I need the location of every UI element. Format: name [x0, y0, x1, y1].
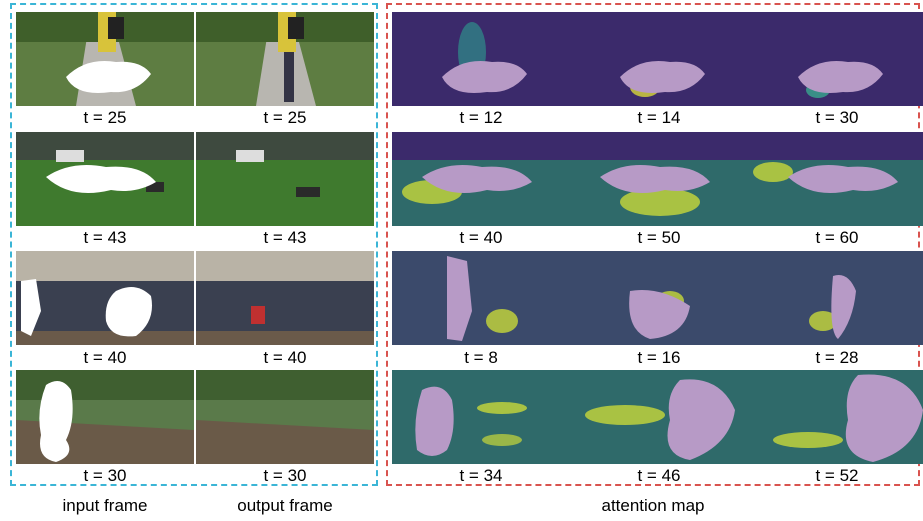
timestamp-label: t = 30	[815, 108, 859, 127]
timestamp-label: t = 43	[83, 228, 127, 247]
attention-map-image	[392, 12, 570, 106]
input-output-panel	[10, 3, 378, 486]
timestamp-label: t = 34	[459, 466, 503, 485]
timestamp-label: t = 60	[815, 228, 859, 247]
output-frame-image	[196, 132, 374, 226]
timestamp-label: t = 40	[459, 228, 503, 247]
output-frame-image	[196, 251, 374, 345]
timestamp-label: t = 28	[815, 348, 859, 367]
timestamp-label: t = 16	[637, 348, 681, 367]
attention-map-panel	[386, 3, 920, 486]
attention-map-image	[570, 12, 748, 106]
timestamp-label: t = 40	[263, 348, 307, 367]
attention-map-image	[748, 370, 923, 464]
attention-map-caption: attention map	[601, 496, 705, 515]
output-frame-image	[196, 370, 374, 464]
timestamp-label: t = 30	[263, 466, 307, 485]
attention-map-image	[748, 132, 923, 226]
timestamp-label: t = 43	[263, 228, 307, 247]
attention-map-image	[570, 370, 748, 464]
attention-map-image	[392, 251, 570, 345]
timestamp-label: t = 14	[637, 108, 681, 127]
timestamp-label: t = 25	[83, 108, 127, 127]
input-frame-image	[16, 132, 194, 226]
output-frame-caption: output frame	[237, 496, 333, 515]
attention-map-image	[392, 132, 570, 226]
timestamp-label: t = 25	[263, 108, 307, 127]
attention-map-image	[392, 370, 570, 464]
input-frame-image	[16, 12, 194, 106]
output-frame-image	[196, 12, 374, 106]
timestamp-label: t = 30	[83, 466, 127, 485]
timestamp-label: t = 50	[637, 228, 681, 247]
input-frame-image	[16, 370, 194, 464]
timestamp-label: t = 46	[637, 466, 681, 485]
input-frame-image	[16, 251, 194, 345]
timestamp-label: t = 52	[815, 466, 859, 485]
attention-map-image	[570, 132, 748, 226]
attention-map-image	[570, 251, 748, 345]
timestamp-label: t = 40	[83, 348, 127, 367]
attention-map-image	[748, 12, 923, 106]
input-frame-caption: input frame	[62, 496, 148, 515]
attention-map-image	[748, 251, 923, 345]
timestamp-label: t = 8	[464, 348, 498, 367]
timestamp-label: t = 12	[459, 108, 503, 127]
